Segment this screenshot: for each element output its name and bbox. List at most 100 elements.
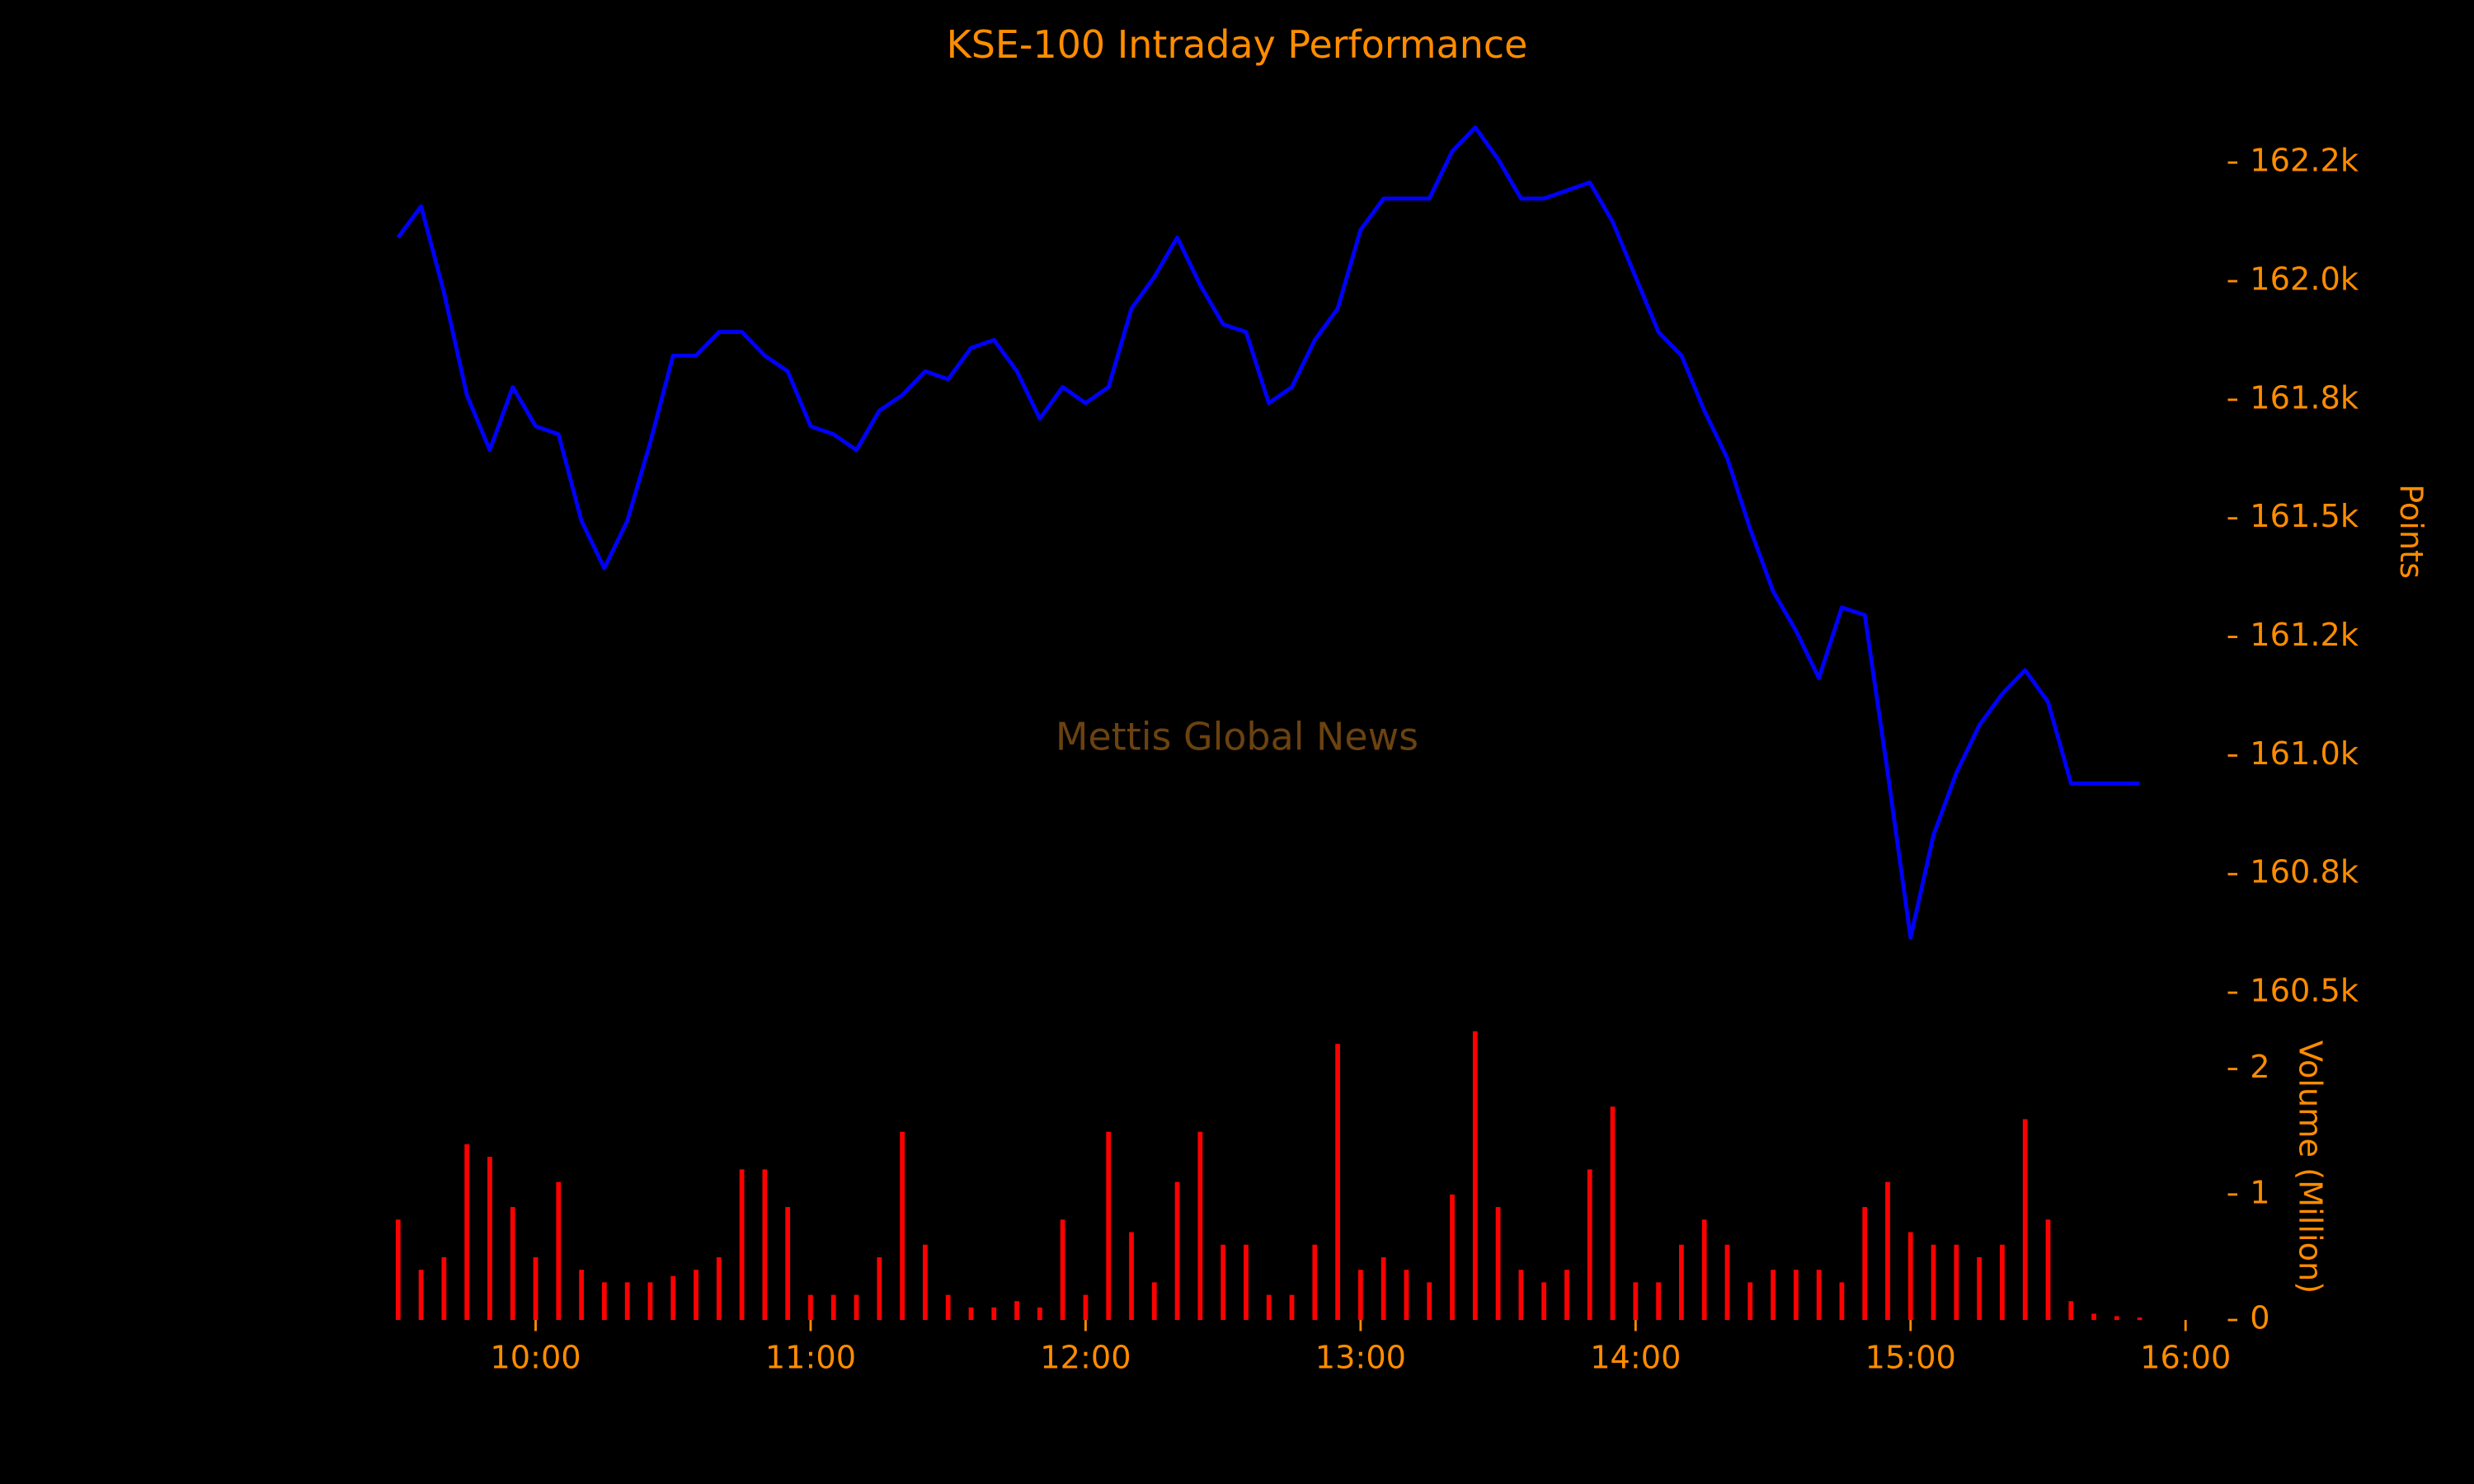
volume-bar [1037,1307,1042,1321]
y-tick-label: 161.2k [2250,617,2359,654]
y-tick-label: 161.8k [2250,379,2359,416]
y-tick-label: 2 [2250,1049,2269,1086]
chart-title: KSE-100 Intraday Performance [947,22,1528,67]
volume-bar [556,1181,562,1321]
volume-bar [1977,1256,1982,1321]
volume-bar [1060,1219,1065,1321]
x-tick-label: 15:00 [1865,1339,1956,1376]
volume-bar [1244,1244,1249,1321]
volume-bar [1954,1244,1959,1321]
y-tick-label: 161.0k [2250,735,2359,773]
volume-bar [579,1270,584,1321]
volume-bar [1656,1282,1661,1321]
volume-bar [1289,1294,1295,1321]
volume-bar [1221,1244,1226,1321]
volume-bar [1014,1301,1019,1321]
volume-bar [1174,1181,1180,1321]
y-tick-label: 162.0k [2250,261,2359,298]
volume-bar [1862,1207,1868,1321]
volume-bar [2068,1301,2074,1321]
volume-bar [1495,1207,1501,1321]
volume-bar [854,1294,859,1321]
volume-bar [602,1282,607,1321]
volume-bar [785,1207,791,1321]
volume-bar [1610,1106,1616,1321]
price-line [396,125,2140,940]
volume-bar [624,1282,630,1321]
volume-bar [1701,1219,1707,1321]
y-tick-label: 160.8k [2250,854,2359,891]
y-tick-label: 1 [2250,1174,2269,1211]
x-tick-label: 12:00 [1040,1339,1131,1376]
y-tick-label: 0 [2250,1300,2269,1337]
volume-bar [900,1131,905,1321]
volume-bar [1907,1232,1913,1321]
volume-bar [1404,1270,1409,1321]
volume-bar [1427,1282,1432,1321]
volume-bar [923,1244,928,1321]
volume-bar [395,1219,401,1321]
volume-bar [647,1282,653,1321]
volume-bar [1518,1270,1524,1321]
volume-bar [1083,1294,1089,1321]
volume-bar [1129,1232,1134,1321]
volume-bar [2091,1313,2096,1321]
volume-bar [2022,1119,2028,1321]
volume-bar [418,1270,424,1321]
volume-bar [877,1256,882,1321]
volume-bar [1724,1244,1730,1321]
volume-bar [441,1256,447,1321]
volume-bar [808,1294,813,1321]
volume-bar [1312,1244,1318,1321]
volume-bar [1151,1282,1157,1321]
volume-bar [1931,1244,1936,1321]
x-tick-label: 10:00 [490,1339,581,1376]
volume-bar [1358,1270,1363,1321]
volume-bar [694,1270,698,1321]
volume-bar [1633,1282,1639,1321]
y2-axis-label: Volume (Million) [2292,1040,2329,1294]
x-tick-label: 14:00 [1590,1339,1681,1376]
volume-bar [1335,1044,1340,1321]
volume-bar [1541,1282,1547,1321]
watermark: Mettis Global News [1056,715,1418,759]
y-tick-label: 162.2k [2250,143,2359,180]
volume-bar [1450,1194,1455,1321]
volume-bar [991,1307,997,1321]
volume-bar [1747,1282,1753,1321]
volume-bar [510,1207,515,1321]
y-tick-label: 160.5k [2250,973,2359,1010]
volume-bar [968,1307,974,1321]
volume-bar [1885,1181,1890,1321]
volume-bar [2045,1219,2051,1321]
volume-bar [1587,1169,1592,1321]
volume-bar [830,1294,836,1321]
volume-bar [533,1256,539,1321]
volume-bar [487,1157,492,1321]
volume-bar [1380,1256,1386,1321]
volume-bar [1472,1031,1478,1321]
volume-bar [464,1144,470,1321]
volume-bar [1793,1270,1799,1321]
volume-bar [716,1256,722,1321]
volume-bar [2137,1317,2142,1321]
y-axis-label: Points [2392,484,2429,579]
volume-bar [1771,1270,1776,1321]
volume-bar [1106,1131,1112,1321]
x-tick-label: 13:00 [1315,1339,1406,1376]
volume-bar [2114,1316,2119,1321]
volume-bar [1816,1270,1822,1321]
y-tick-label: 161.5k [2250,498,2359,535]
volume-bar [1679,1244,1684,1321]
volume-bar [1197,1131,1203,1321]
volume-bar [739,1169,745,1321]
volume-bar [762,1169,768,1321]
volume-bar [1266,1294,1272,1321]
x-tick-label: 11:00 [765,1339,856,1376]
volume-bar [1564,1270,1569,1321]
x-tick-label: 16:00 [2140,1339,2231,1376]
volume-bar [670,1275,676,1321]
